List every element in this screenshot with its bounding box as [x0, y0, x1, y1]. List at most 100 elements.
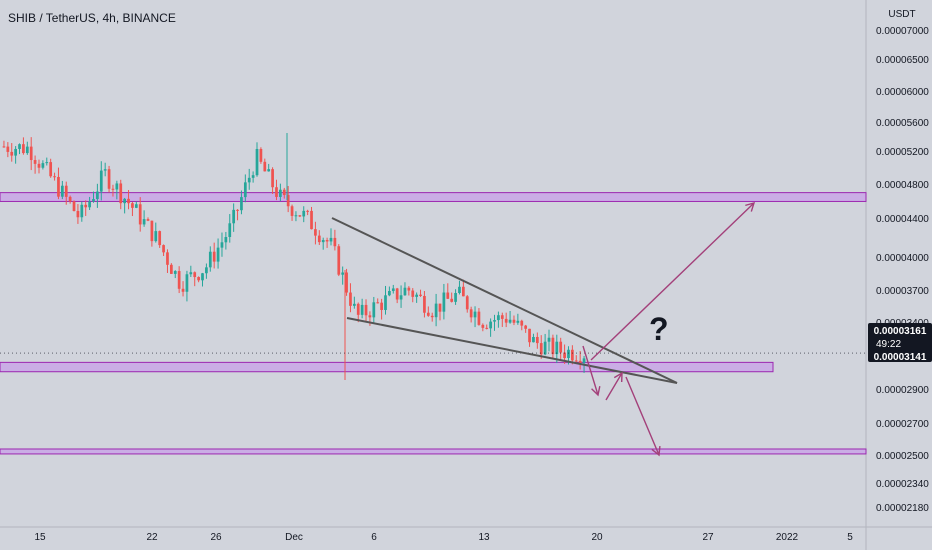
dip-arrow-1-head [591, 386, 601, 397]
date-tick-label: 6 [371, 532, 377, 543]
candle-body [368, 315, 372, 318]
candle-body [345, 272, 348, 293]
price-tag[interactable] [868, 323, 932, 362]
candle-body [115, 183, 119, 190]
date-tick-label: 27 [702, 532, 714, 543]
candle-body [111, 188, 115, 190]
candle-body [45, 162, 49, 164]
upper-trendline[interactable] [331, 217, 678, 384]
candle-body [208, 251, 212, 268]
candle-body [181, 288, 185, 292]
price-tick-label: 0.00002180 [876, 503, 929, 514]
breakdown-arrow[interactable] [625, 376, 660, 456]
candle-body [282, 189, 286, 196]
candle-body [131, 203, 134, 208]
candle-body [314, 229, 317, 236]
candle-body [500, 315, 504, 319]
date-tick-label: 26 [210, 532, 222, 543]
candle-body [232, 209, 236, 224]
candle-body [205, 267, 208, 274]
candle-body [64, 185, 68, 197]
candle-body [10, 151, 14, 156]
price-tick-label: 0.00002500 [876, 451, 929, 462]
candle-body [166, 252, 169, 265]
breakdown-arrow-head [651, 445, 661, 457]
candle-body [103, 169, 107, 171]
candle-body [423, 295, 426, 313]
candle-body [504, 318, 508, 323]
price-tick-label: 0.00006500 [876, 55, 929, 66]
candle-body [411, 290, 415, 297]
candle-body [426, 312, 430, 316]
candle-body [298, 215, 302, 217]
date-tick-label: Dec [285, 532, 303, 543]
candle-body [333, 237, 337, 247]
candle-body [477, 311, 481, 325]
dip-arrow-1[interactable] [582, 345, 599, 396]
candle-body [461, 286, 465, 297]
candle-body [240, 197, 243, 211]
candle-body [162, 245, 165, 253]
candle-body [251, 175, 255, 178]
candle-body [68, 196, 72, 202]
date-tick-label: 5 [847, 532, 853, 543]
candle-body [271, 169, 274, 188]
candle-body [247, 177, 251, 183]
zone-support [0, 361, 774, 373]
candle-body [446, 292, 450, 299]
price-tag-value: 0.00003161 [874, 326, 927, 337]
candle-body [329, 237, 333, 242]
candle-body [193, 272, 197, 278]
candle-body [267, 169, 271, 172]
candle-body [150, 220, 154, 242]
candle-body [134, 204, 138, 208]
candle-body [380, 302, 383, 310]
price-tick-label: 0.00006000 [876, 87, 929, 98]
candle-body [407, 287, 411, 291]
candle-body [80, 204, 84, 218]
candle-body [146, 219, 150, 221]
candle-body [520, 320, 524, 326]
candle-body [438, 303, 442, 312]
bounce-arrow[interactable] [605, 372, 623, 401]
date-tick-label: 20 [591, 532, 603, 543]
candle-body [88, 201, 91, 208]
candle-body [22, 144, 25, 154]
candle-body [158, 231, 162, 246]
candle-body [236, 209, 239, 211]
candle-body [434, 303, 438, 318]
candle-body [567, 349, 570, 359]
candle-body [356, 303, 360, 315]
candle-body [212, 251, 216, 262]
lower-trendline[interactable] [346, 317, 678, 384]
candle-body [349, 292, 352, 306]
candle-body [524, 325, 528, 329]
candle-body [376, 302, 380, 304]
candle-body [290, 206, 294, 216]
price-tick-label: 0.00002700 [876, 419, 929, 430]
candle-body [512, 319, 516, 323]
candle-body [33, 160, 37, 164]
candle-body [317, 235, 321, 243]
candle-body [197, 277, 200, 281]
price-tick-label: 0.00002340 [876, 479, 929, 490]
candle-body [123, 198, 127, 204]
candle-body [2, 146, 6, 148]
candle-body [57, 176, 60, 197]
candle-body [497, 315, 500, 321]
candle-body [220, 242, 224, 248]
zone-lower-support [0, 448, 867, 455]
candle-body [41, 163, 45, 168]
candle-body [263, 161, 267, 172]
bullish-arrow[interactable] [590, 202, 755, 361]
date-tick-label: 22 [146, 532, 158, 543]
candle-body [173, 271, 177, 274]
candle-body [138, 204, 142, 225]
candle-body [99, 170, 103, 192]
bounce-arrow-head [613, 371, 623, 383]
candle-body [119, 183, 123, 204]
candle-body [14, 148, 17, 156]
candle-body [142, 219, 146, 225]
candle-body [442, 292, 446, 312]
